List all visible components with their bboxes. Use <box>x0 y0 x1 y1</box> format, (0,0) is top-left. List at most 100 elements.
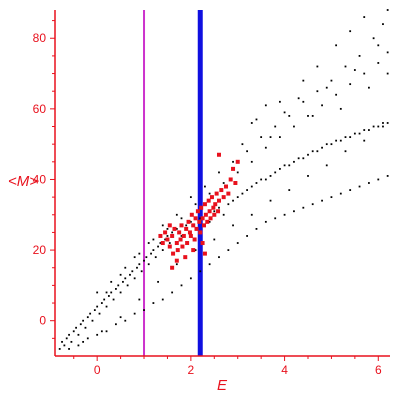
black-point-119 <box>293 210 295 213</box>
red-point-35 <box>206 198 211 203</box>
red-point-44 <box>216 198 221 203</box>
black-point-114 <box>246 235 248 237</box>
black-point-184 <box>269 199 272 202</box>
black-point-136 <box>189 196 192 199</box>
red-point-23 <box>192 237 197 242</box>
x-ticks: 0 2 4 6 <box>73 356 382 377</box>
black-point-69 <box>269 175 272 177</box>
black-point-126 <box>358 185 361 188</box>
black-point-22 <box>110 291 113 294</box>
black-point-158 <box>180 217 183 220</box>
black-point-135 <box>175 213 178 216</box>
black-point-74 <box>293 160 295 163</box>
black-point-17 <box>98 312 101 315</box>
black-point-124 <box>339 192 342 195</box>
red-point-31 <box>201 223 206 228</box>
black-point-179 <box>175 263 178 266</box>
black-point-19 <box>103 298 106 301</box>
red-point-8 <box>174 241 179 246</box>
red-point-1 <box>160 241 165 246</box>
black-point-110 <box>208 263 211 266</box>
black-point-120 <box>302 206 305 209</box>
red-point-0 <box>158 233 163 238</box>
black-point-149 <box>372 37 375 40</box>
black-point-43 <box>159 242 162 244</box>
black-point-163 <box>250 160 253 163</box>
black-point-44 <box>161 249 164 251</box>
black-point-71 <box>278 167 281 170</box>
black-point-198 <box>339 107 342 110</box>
black-point-50 <box>180 235 183 237</box>
black-point-82 <box>330 143 333 146</box>
black-point-150 <box>382 23 384 26</box>
red-point-6 <box>171 251 176 256</box>
black-point-96 <box>77 344 80 347</box>
black-point-14 <box>91 319 94 322</box>
black-point-35 <box>140 270 143 273</box>
red-point-3 <box>165 237 170 242</box>
black-point-66 <box>255 182 258 184</box>
black-point-147 <box>344 65 347 68</box>
red-point-50 <box>231 166 236 171</box>
black-point-138 <box>218 171 220 174</box>
black-point-59 <box>222 213 225 216</box>
black-point-48 <box>171 231 174 234</box>
black-point-174 <box>82 340 85 343</box>
black-point-116 <box>264 220 267 223</box>
black-point-36 <box>143 259 145 262</box>
black-point-185 <box>288 189 291 191</box>
black-point-26 <box>119 291 122 294</box>
black-point-31 <box>131 270 134 273</box>
black-point-15 <box>93 309 96 312</box>
red-point-59 <box>200 241 205 246</box>
red-point-36 <box>207 209 212 214</box>
black-point-93 <box>382 122 384 124</box>
black-point-84 <box>339 139 342 142</box>
red-point-29 <box>199 205 204 210</box>
red-point-24 <box>193 216 198 221</box>
black-point-7 <box>75 326 77 329</box>
red-point-58 <box>216 152 221 157</box>
red-point-7 <box>172 226 177 231</box>
black-point-113 <box>236 242 239 244</box>
black-point-78 <box>311 150 314 153</box>
black-point-125 <box>349 189 352 191</box>
black-point-45 <box>164 238 167 241</box>
black-point-188 <box>344 150 347 153</box>
red-point-22 <box>191 223 196 228</box>
black-point-62 <box>236 196 239 199</box>
black-point-54 <box>199 217 202 220</box>
black-point-127 <box>368 182 370 184</box>
x-tick-label-0: 0 <box>94 363 101 377</box>
black-point-210 <box>250 122 253 124</box>
black-point-80 <box>321 146 323 149</box>
black-point-16 <box>96 305 99 308</box>
black-point-12 <box>86 316 89 319</box>
black-point-11 <box>84 326 87 329</box>
black-point-181 <box>213 238 216 241</box>
black-point-128 <box>377 178 380 181</box>
black-point-133 <box>147 242 150 244</box>
red-point-48 <box>226 191 231 196</box>
black-point-166 <box>293 125 295 128</box>
x-tick-label-4: 4 <box>281 363 288 377</box>
black-point-153 <box>110 280 113 283</box>
black-point-106 <box>171 291 174 294</box>
black-point-168 <box>321 104 323 107</box>
y-tick-label-80: 80 <box>33 31 47 45</box>
black-point-170 <box>349 83 352 86</box>
black-point-157 <box>166 227 169 230</box>
black-point-95 <box>68 348 70 350</box>
black-point-189 <box>363 139 366 142</box>
red-point-32 <box>202 202 207 207</box>
red-point-51 <box>235 159 240 164</box>
black-point-18 <box>100 302 103 304</box>
black-point-0 <box>58 348 61 350</box>
black-point-41 <box>154 256 157 259</box>
black-point-187 <box>325 164 328 167</box>
black-point-129 <box>386 175 389 177</box>
black-point-73 <box>288 164 291 167</box>
black-point-111 <box>218 256 220 259</box>
red-point-47 <box>224 184 229 189</box>
black-point-200 <box>368 86 370 89</box>
